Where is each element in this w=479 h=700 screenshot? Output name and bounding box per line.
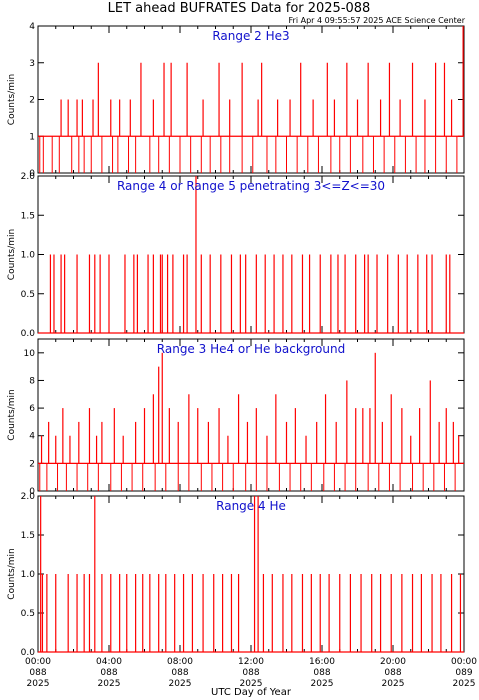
x-tick-label-year: 2025 — [382, 679, 405, 689]
x-tick-label-time: 16:00 — [309, 657, 335, 667]
panel-3-y-axis-label: Counts/min — [7, 389, 17, 440]
panel-2-y-tick-label: 0.0 — [21, 329, 36, 339]
panel-2-y-tick-label: 2.0 — [21, 172, 36, 182]
x-tick-label-time: 12:00 — [238, 657, 264, 667]
panel-3-y-tick-label: 10 — [24, 349, 36, 359]
chart-title: LET ahead BUFRATES Data for 2025-088 — [108, 1, 371, 16]
x-tick-label-time: 20:00 — [380, 657, 406, 667]
x-tick-label-time: 00:00 — [451, 657, 477, 667]
panel-4-y-axis-label: Counts/min — [7, 548, 17, 599]
panel-2-frame — [37, 175, 465, 334]
panel-4-y-tick-label: 2.0 — [21, 492, 36, 502]
panel-3-y-tick-label: 6 — [29, 404, 35, 414]
panel-1-y-tick-label: 0 — [29, 169, 35, 179]
x-tick-label-doy: 089 — [455, 668, 472, 678]
panel-3-y-tick-label: 4 — [29, 432, 35, 442]
panel-2-y-tick-label: 1.0 — [21, 251, 36, 261]
x-tick-label-year: 2025 — [240, 679, 263, 689]
x-tick-label-time: 00:00 — [25, 657, 51, 667]
panel-4-y-tick-label: 0.0 — [21, 648, 36, 658]
x-tick-label-time: 04:00 — [96, 657, 122, 667]
panel-1-y-tick-label: 1 — [29, 132, 35, 142]
panel-3-label: Range 3 He4 or He background — [157, 342, 345, 356]
x-tick-label-doy: 088 — [242, 668, 259, 678]
panel-1-y-tick-label: 2 — [29, 96, 35, 106]
x-tick-label-year: 2025 — [27, 679, 50, 689]
panel-1-y-tick-label: 3 — [29, 59, 35, 69]
panel-2-y-axis-label: Counts/min — [7, 229, 17, 280]
x-tick-label-year: 2025 — [98, 679, 121, 689]
x-tick-label-year: 2025 — [169, 679, 192, 689]
panel-4-label: Range 4 He — [216, 499, 286, 513]
panel-4-y-tick-label: 1.0 — [21, 570, 36, 580]
panel-3-y-tick-label: 8 — [29, 376, 35, 386]
panel-2-y-tick-label: 0.5 — [21, 290, 35, 300]
panel-4-y-tick-label: 1.5 — [21, 531, 35, 541]
x-tick-label-doy: 088 — [171, 668, 188, 678]
x-tick-label-doy: 088 — [100, 668, 117, 678]
panel-3-y-tick-label: 2 — [29, 459, 35, 469]
x-tick-label-doy: 088 — [384, 668, 401, 678]
panel-4-y-tick-label: 0.5 — [21, 609, 35, 619]
x-tick-label-time: 08:00 — [167, 657, 193, 667]
x-axis-label: UTC Day of Year — [211, 687, 292, 698]
x-tick-label-doy: 088 — [313, 668, 330, 678]
panel-1-y-axis-label: Counts/min — [7, 74, 17, 125]
panel-2-y-tick-label: 1.5 — [21, 211, 35, 221]
panel-1-label: Range 2 He3 — [212, 29, 289, 43]
panel-3-y-tick-label: 0 — [29, 487, 35, 497]
x-tick-label-year: 2025 — [311, 679, 334, 689]
chart-subtitle: Fri Apr 4 09:55:57 2025 ACE Science Cent… — [289, 16, 466, 25]
x-tick-label-doy: 088 — [29, 668, 46, 678]
panel-1-y-tick-label: 4 — [29, 22, 35, 32]
plot-area: 0 1 2 3 4 Counts/min Range 2 He3 0.0 0.5 1.0 1.5 2.… — [7, 22, 477, 689]
x-tick-label-year: 2025 — [453, 679, 476, 689]
panel-2-label: Range 4 or Range 5 penetrating 3<=Z<=30 — [117, 179, 385, 193]
